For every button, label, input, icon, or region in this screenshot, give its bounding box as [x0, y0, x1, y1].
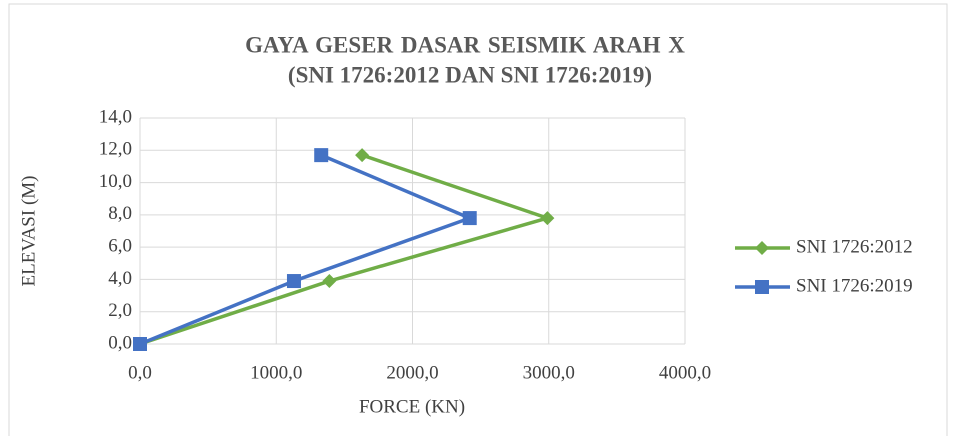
- y-tick-label: 2,0: [108, 300, 132, 321]
- y-tick-label: 10,0: [99, 171, 132, 192]
- y-tick-label: 6,0: [108, 236, 132, 257]
- marker: [355, 148, 370, 163]
- x-tick-label: 1000,0: [250, 362, 302, 383]
- marker: [314, 148, 329, 163]
- series-line: [139, 153, 554, 346]
- x-axis-label: FORCE (KN): [359, 396, 465, 417]
- x-tick-label: 0,0: [128, 362, 152, 383]
- marker: [540, 211, 555, 226]
- legend-label: SNI 1726:2012: [796, 236, 913, 257]
- legend-label: SNI 1726:2019: [796, 275, 913, 296]
- legend-marker: [755, 280, 769, 294]
- x-tick-label: 4000,0: [659, 362, 711, 383]
- marker: [133, 337, 147, 351]
- legend-marker: [755, 241, 769, 255]
- y-tick-label: 0,0: [108, 332, 132, 353]
- marker: [462, 211, 477, 226]
- y-axis-label: ELEVASI (M): [18, 175, 39, 286]
- x-tick-label: 3000,0: [523, 362, 575, 383]
- marker: [286, 274, 301, 289]
- marker: [322, 274, 337, 289]
- y-tick-label: 12,0: [99, 139, 132, 160]
- x-tick-label: 2000,0: [386, 362, 438, 383]
- chart-title: GAYA GESER DASAR SEISMIK ARAH X: [245, 32, 685, 57]
- y-tick-label: 4,0: [108, 268, 132, 289]
- series-line: [139, 153, 475, 346]
- y-tick-label: 8,0: [108, 203, 132, 224]
- y-tick-label: 14,0: [99, 106, 132, 127]
- chart-frame: [8, 3, 948, 436]
- chart-subtitle: (SNI 1726:2012 DAN SNI 1726:2019): [288, 62, 652, 87]
